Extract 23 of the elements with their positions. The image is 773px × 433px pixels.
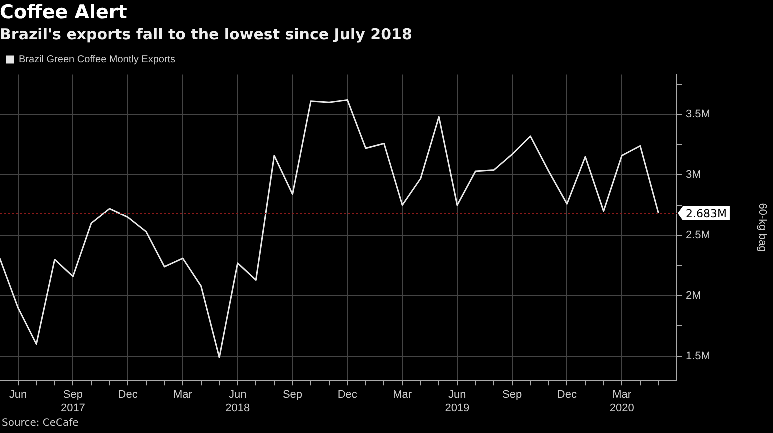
y-tick-label: 2M: [686, 290, 702, 302]
x-tick-label: Sep: [502, 389, 522, 402]
x-tick-label: Dec: [118, 389, 138, 402]
x-tick-label: Dec: [557, 389, 578, 402]
x-tick-label: Dec: [338, 389, 358, 402]
y-tick-label: 2.5M: [686, 230, 710, 242]
x-tick-label: Mar 2020: [610, 389, 634, 414]
x-tick-label: Mar: [393, 389, 412, 402]
y-axis-title: 60-kg bag: [756, 203, 768, 252]
x-tick-label: Sep 2017: [60, 389, 86, 414]
y-tick-label: 3.5M: [686, 108, 710, 121]
y-tick-label: 1.5M: [686, 350, 710, 362]
x-tick-label: Sep: [282, 389, 303, 402]
ref-line-label: 2.683M: [686, 207, 727, 220]
x-tick-label: Mar: [173, 389, 193, 402]
x-tick-label: Jun: [9, 389, 28, 402]
x-tick-label: Jun 2018: [226, 389, 250, 414]
chart-subtitle: Brazil's exports fall to the lowest since July 2018: [0, 26, 412, 44]
chart-title: Coffee Alert: [0, 1, 128, 24]
y-tick-label: 3M: [686, 169, 702, 182]
x-tick-label: Jun 2019: [445, 389, 470, 414]
source-note: Source: CeCafe: [2, 418, 79, 429]
legend-label: Brazil Green Coffee Montly Exports: [19, 54, 176, 66]
